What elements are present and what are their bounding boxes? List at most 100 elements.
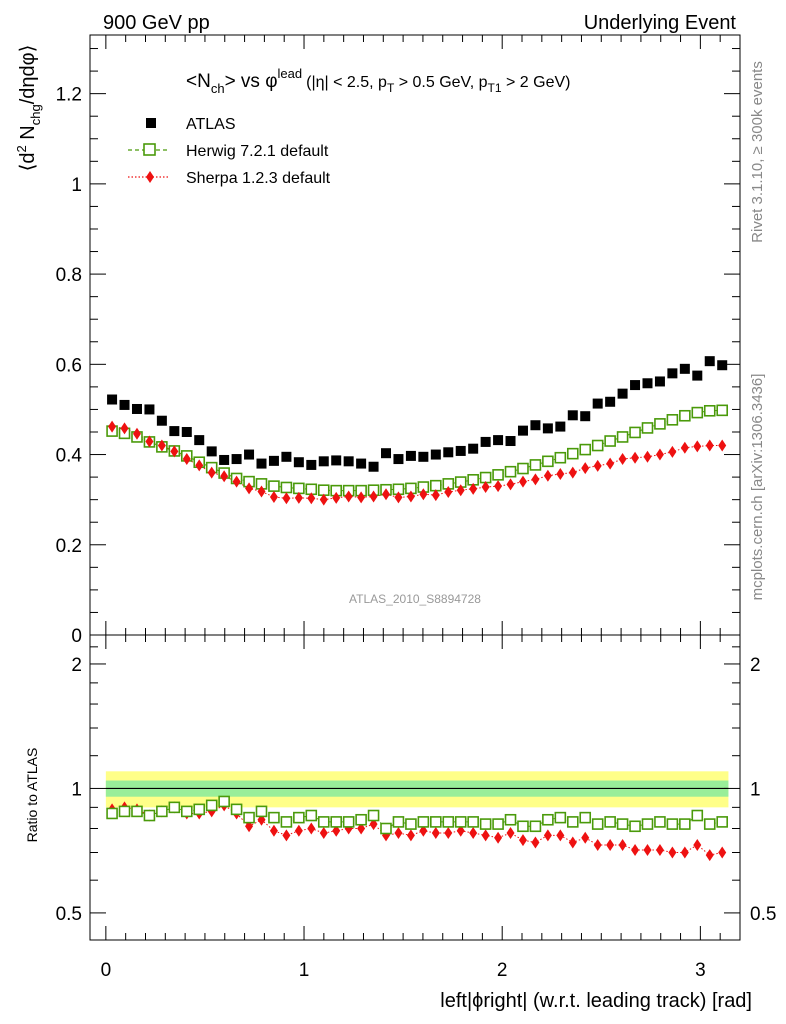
ratio-herwig-point (268, 811, 280, 824)
herwig-point (268, 480, 280, 492)
sherpa-point (606, 457, 615, 470)
legend: ATLAS Herwig 7.2.1 default Sherpa 1.2.3 … (128, 116, 331, 187)
atlas-point (592, 398, 603, 409)
ratio-herwig-point (355, 813, 367, 826)
ratio-herwig-point (143, 809, 156, 822)
legend-atlas-marker (146, 118, 156, 128)
sherpa-point (643, 450, 652, 463)
herwig-point (492, 469, 504, 481)
atlas-point (343, 456, 354, 467)
mcplots-label: mcplots.cern.ch [arXiv:1306.3436] (749, 374, 766, 601)
herwig-point (716, 404, 729, 417)
ratio-herwig-point (542, 813, 554, 826)
ratio-sherpa-point (693, 838, 702, 851)
atlas-point (542, 423, 553, 434)
atlas-point (555, 421, 566, 432)
ratio-sherpa-point (606, 838, 615, 851)
ratio-y-tick-label-right: 0.5 (750, 904, 776, 925)
sherpa-point (655, 448, 664, 461)
ratio-herwig-point (168, 801, 181, 814)
atlas-point (455, 445, 466, 456)
atlas-point (306, 459, 317, 470)
atlas-point (605, 396, 616, 407)
sherpa-point (718, 439, 727, 452)
ratio-herwig-point (131, 805, 143, 818)
ratio-herwig-point (467, 816, 479, 828)
ratio-sherpa-point (456, 824, 465, 837)
atlas-point (517, 425, 528, 436)
ratio-herwig-point (479, 818, 492, 830)
ratio-herwig-point (504, 813, 517, 826)
ratio-herwig-point (554, 811, 567, 824)
herwig-point (280, 481, 293, 494)
ratio-herwig-point (430, 816, 442, 828)
atlas-point (530, 420, 541, 431)
main-y-tick-label: 0.6 (56, 355, 82, 376)
herwig-point (616, 431, 629, 443)
ratio-herwig-point (629, 820, 641, 833)
ratio-herwig-point (193, 803, 206, 816)
sherpa-point (456, 484, 465, 497)
herwig-point (579, 443, 592, 456)
ratio-sherpa-point (332, 824, 341, 837)
axis-ticks (90, 35, 741, 940)
atlas-point (679, 363, 690, 374)
main-data-points (106, 356, 729, 506)
sherpa-point (693, 440, 702, 453)
ratio-herwig-point (330, 816, 343, 828)
atlas-point (418, 451, 429, 462)
sherpa-point (269, 490, 278, 503)
atlas-point (206, 446, 217, 457)
ratio-sherpa-point (581, 831, 590, 844)
atlas-point (493, 435, 504, 446)
main-y-axis-label: ⟨d2 Nchg/dηdφ⟩ (14, 45, 43, 172)
ratio-sherpa-point (282, 829, 291, 842)
atlas-point (480, 436, 491, 447)
herwig-point (703, 404, 716, 417)
ratio-sherpa-point (568, 836, 577, 849)
herwig-point (604, 435, 616, 447)
sherpa-point (108, 420, 117, 433)
sherpa-point (568, 466, 577, 479)
legend-sherpa-marker (146, 171, 154, 183)
ratio-sherpa-point (543, 829, 552, 842)
atlas-point (281, 451, 292, 462)
plot-title: <Nch> vs φlead(|η| < 2.5, pT > 0.5 GeV, … (186, 66, 570, 96)
ratio-herwig-point (641, 818, 654, 830)
ratio-y-tick-label-right: 1 (750, 779, 761, 800)
atlas-point (144, 404, 155, 415)
atlas-point (505, 436, 516, 447)
sherpa-point (581, 462, 590, 475)
sherpa-point (357, 491, 366, 504)
atlas-point (181, 426, 192, 437)
ratio-herwig-point (703, 818, 716, 830)
sherpa-point (145, 435, 154, 448)
sherpa-point (431, 489, 440, 502)
herwig-point (691, 406, 704, 419)
herwig-point (529, 459, 542, 471)
atlas-point (567, 410, 578, 421)
ratio-sherpa-point (294, 824, 303, 837)
sherpa-point (207, 466, 216, 479)
atlas-point (268, 455, 279, 466)
atlas-point (642, 378, 653, 389)
atlas-point (107, 394, 118, 405)
ratio-y-tick-label: 0.5 (56, 904, 82, 925)
header-right: Underlying Event (584, 12, 737, 34)
sherpa-point (531, 473, 540, 486)
atlas-point (630, 380, 641, 391)
main-y-tick-label: 0.8 (56, 265, 82, 286)
ratio-herwig-point (367, 809, 380, 822)
atlas-point (381, 448, 392, 459)
ratio-herwig-point (716, 816, 729, 828)
sherpa-point (494, 480, 503, 493)
ratio-y-axis-label: Ratio to ATLAS (24, 748, 40, 843)
sherpa-point (680, 441, 689, 454)
herwig-point (554, 451, 567, 464)
ratio-herwig-point (230, 803, 243, 816)
atlas-point (331, 455, 342, 466)
main-y-tick-labels: 0 0.2 0.4 0.6 0.8 1 1.2 (56, 85, 83, 647)
atlas-point (692, 370, 703, 381)
sherpa-point (232, 475, 241, 488)
